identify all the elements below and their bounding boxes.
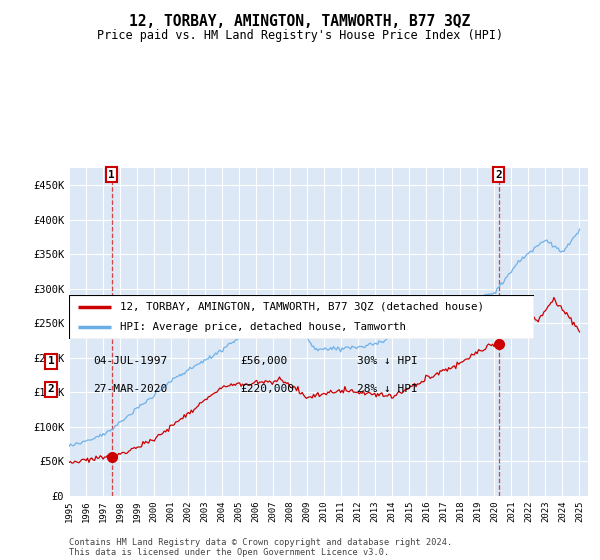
Text: 28% ↓ HPI: 28% ↓ HPI bbox=[357, 384, 418, 394]
Text: Contains HM Land Registry data © Crown copyright and database right 2024.
This d: Contains HM Land Registry data © Crown c… bbox=[69, 538, 452, 557]
Text: 04-JUL-1997: 04-JUL-1997 bbox=[93, 356, 167, 366]
Text: £220,000: £220,000 bbox=[240, 384, 294, 394]
Text: 30% ↓ HPI: 30% ↓ HPI bbox=[357, 356, 418, 366]
Text: 27-MAR-2020: 27-MAR-2020 bbox=[93, 384, 167, 394]
Text: Price paid vs. HM Land Registry's House Price Index (HPI): Price paid vs. HM Land Registry's House … bbox=[97, 29, 503, 42]
Text: £56,000: £56,000 bbox=[240, 356, 287, 366]
Text: 2: 2 bbox=[47, 384, 55, 394]
Text: 1: 1 bbox=[47, 356, 55, 366]
Text: 2: 2 bbox=[495, 170, 502, 180]
Text: 1: 1 bbox=[108, 170, 115, 180]
Text: HPI: Average price, detached house, Tamworth: HPI: Average price, detached house, Tamw… bbox=[120, 322, 406, 332]
Text: 12, TORBAY, AMINGTON, TAMWORTH, B77 3QZ: 12, TORBAY, AMINGTON, TAMWORTH, B77 3QZ bbox=[130, 14, 470, 29]
Text: 12, TORBAY, AMINGTON, TAMWORTH, B77 3QZ (detached house): 12, TORBAY, AMINGTON, TAMWORTH, B77 3QZ … bbox=[120, 302, 484, 312]
